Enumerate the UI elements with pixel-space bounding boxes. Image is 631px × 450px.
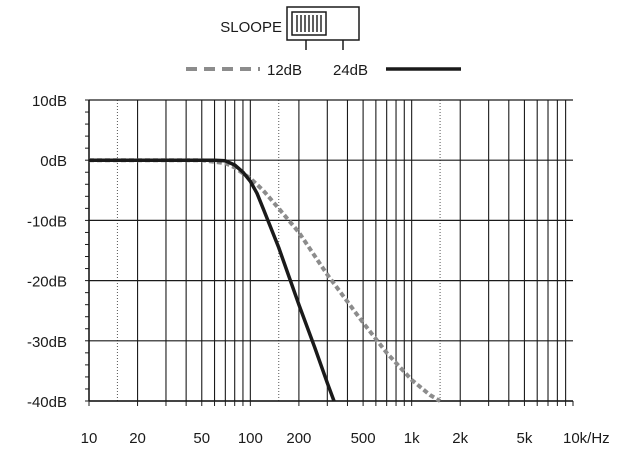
plot-grid [89,99,573,402]
legend-label-24db: 24dB [333,62,368,79]
x-tick-label: 20 [129,430,146,447]
legend-label-12db: 12dB [267,62,302,79]
legend: 12dB 24dB [186,62,461,79]
x-tick-label: 200 [286,430,311,447]
y-tick-label: -30dB [27,334,67,351]
selector-label: SLOOPE [220,19,282,36]
y-tick-label: -10dB [27,213,67,230]
x-tick-label: 50 [193,430,210,447]
x-tick-label: 10 [81,430,98,447]
slope-selector[interactable]: SLOOPE [220,6,360,50]
x-tick-label: 10k/Hz [563,430,610,447]
plot-series [89,158,442,403]
x-tick-label: 5k [517,430,533,447]
y-tick-label: -40dB [27,394,67,411]
series-line-24db [89,158,336,402]
y-tick-label: -20dB [27,274,67,291]
plot-axes [85,99,574,406]
x-tick-labels: 10 20 50 100 200 500 1k 2k 5k 10k/Hz [81,430,610,447]
x-tick-label: 500 [351,430,376,447]
y-tick-labels: 10dB 0dB -10dB -20dB -30dB -40dB [27,93,67,411]
y-tick-label: 0dB [40,153,67,170]
x-tick-label: 2k [452,430,468,447]
selector-thumb-ridges [296,15,322,32]
x-tick-label: 1k [404,430,420,447]
x-tick-label: 100 [238,430,263,447]
y-tick-label: 10dB [32,93,67,110]
